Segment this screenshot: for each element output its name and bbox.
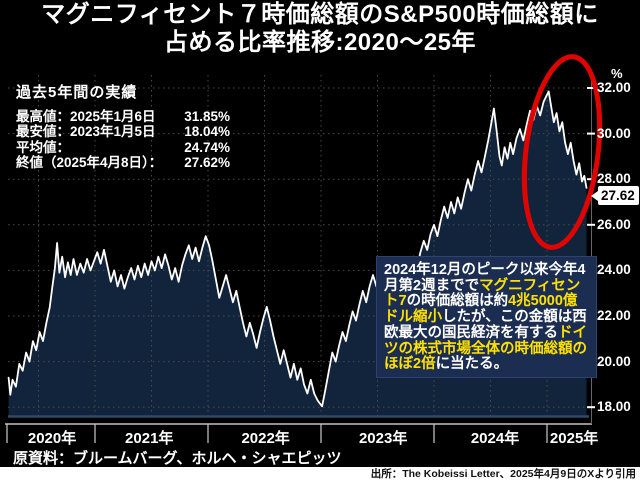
- stats-value: 24.74%: [184, 139, 230, 155]
- footer-strip: 出所：The Kobeissi Letter、2025年4月9日のXより引用: [0, 467, 640, 482]
- stats-row: 最安値：2023年1月5日 18.04%: [16, 124, 230, 139]
- annotation-segment: したが、この金額は西欧最大の国民経済を有する: [384, 309, 587, 341]
- stats-header: 過去5年間の実績: [16, 84, 138, 101]
- current-value-text: 27.62: [601, 188, 635, 203]
- title-line-1: マグニフィセント７時価総額のS&P500時価総額に: [41, 1, 599, 28]
- y-axis-label: 22.00: [597, 308, 631, 323]
- y-axis-label: 24.00: [597, 262, 631, 278]
- y-axis-label: 26.00: [597, 216, 631, 232]
- source-note: 原資料：ブルームバーグ、ホルヘ・シャエピッツ: [13, 450, 342, 467]
- x-axis-label: 2022年: [241, 430, 290, 447]
- annotation-segment: の時価総額は約: [406, 293, 509, 310]
- stats-value: 31.85%: [184, 109, 230, 124]
- current-value-badge: 27.62: [591, 186, 639, 205]
- y-axis-label: 32.00: [597, 80, 631, 95]
- y-axis-label: 28.00: [597, 171, 631, 187]
- y-axis-label: 18.00: [597, 399, 631, 415]
- stats-panel: 過去5年間の実績 最高値：2025年1月6日 31.85% 最安値：2023年1月5…: [16, 81, 230, 171]
- annotation-segment: に当たる。: [435, 356, 509, 373]
- stats-label: 最安値：2023年1月5日: [16, 124, 156, 140]
- annotation-segment: マグニフィセント7: [384, 277, 581, 310]
- x-axis-label: 2024年: [470, 430, 520, 447]
- stats-label: 終値（2025年4月8日）：: [16, 155, 163, 171]
- x-axis-label: 2021年: [125, 430, 174, 447]
- page-title: マグニフィセント７時価総額のS&P500時価総額に 占める比率推移:2020～2…: [0, 1, 640, 57]
- footer-citation: 出所：The Kobeissi Letter、2025年4月9日のXより引用: [370, 468, 636, 480]
- annotation-box: 2024年12月のピーク以来今年4月第2週まででマグニフィセント7の時価総額は約…: [376, 256, 597, 378]
- annotation-segment: ドイツの株式市場全体の時価総額のほぼ2倍: [384, 324, 587, 373]
- highlight-ellipse: [521, 54, 603, 250]
- annotation-segment: 4兆5000億ドル縮小: [384, 293, 578, 326]
- x-axis-label: 2020年: [27, 430, 77, 447]
- y-axis-label: 20.00: [597, 353, 631, 369]
- stats-row: 終値（2025年4月8日）： 27.62%: [16, 155, 230, 170]
- annotation-segment: 2024年12月のピーク以来今年4月第2週までで: [384, 262, 586, 294]
- title-line-2: 占める比率推移:2020～25年: [163, 29, 477, 56]
- stats-label: 最高値：2025年1月6日: [16, 109, 156, 124]
- x-axis-label: 2025年: [549, 430, 599, 447]
- stats-value: 18.04%: [184, 124, 230, 140]
- y-axis-unit-label: %: [611, 66, 623, 81]
- stats-row: 最高値：2025年1月6日 31.85%: [16, 109, 230, 124]
- stats-label: 平均値：: [16, 139, 70, 155]
- y-axis-label: 30.00: [597, 125, 631, 141]
- stats-value: 27.62%: [184, 155, 230, 171]
- stats-rows: 最高値：2025年1月6日 31.85% 最安値：2023年1月5日 18.04% 平均…: [16, 109, 230, 171]
- x-axis-label: 2023年: [358, 430, 408, 447]
- data-line: [7, 90, 588, 408]
- stats-row: 平均値： 24.74%: [16, 140, 230, 155]
